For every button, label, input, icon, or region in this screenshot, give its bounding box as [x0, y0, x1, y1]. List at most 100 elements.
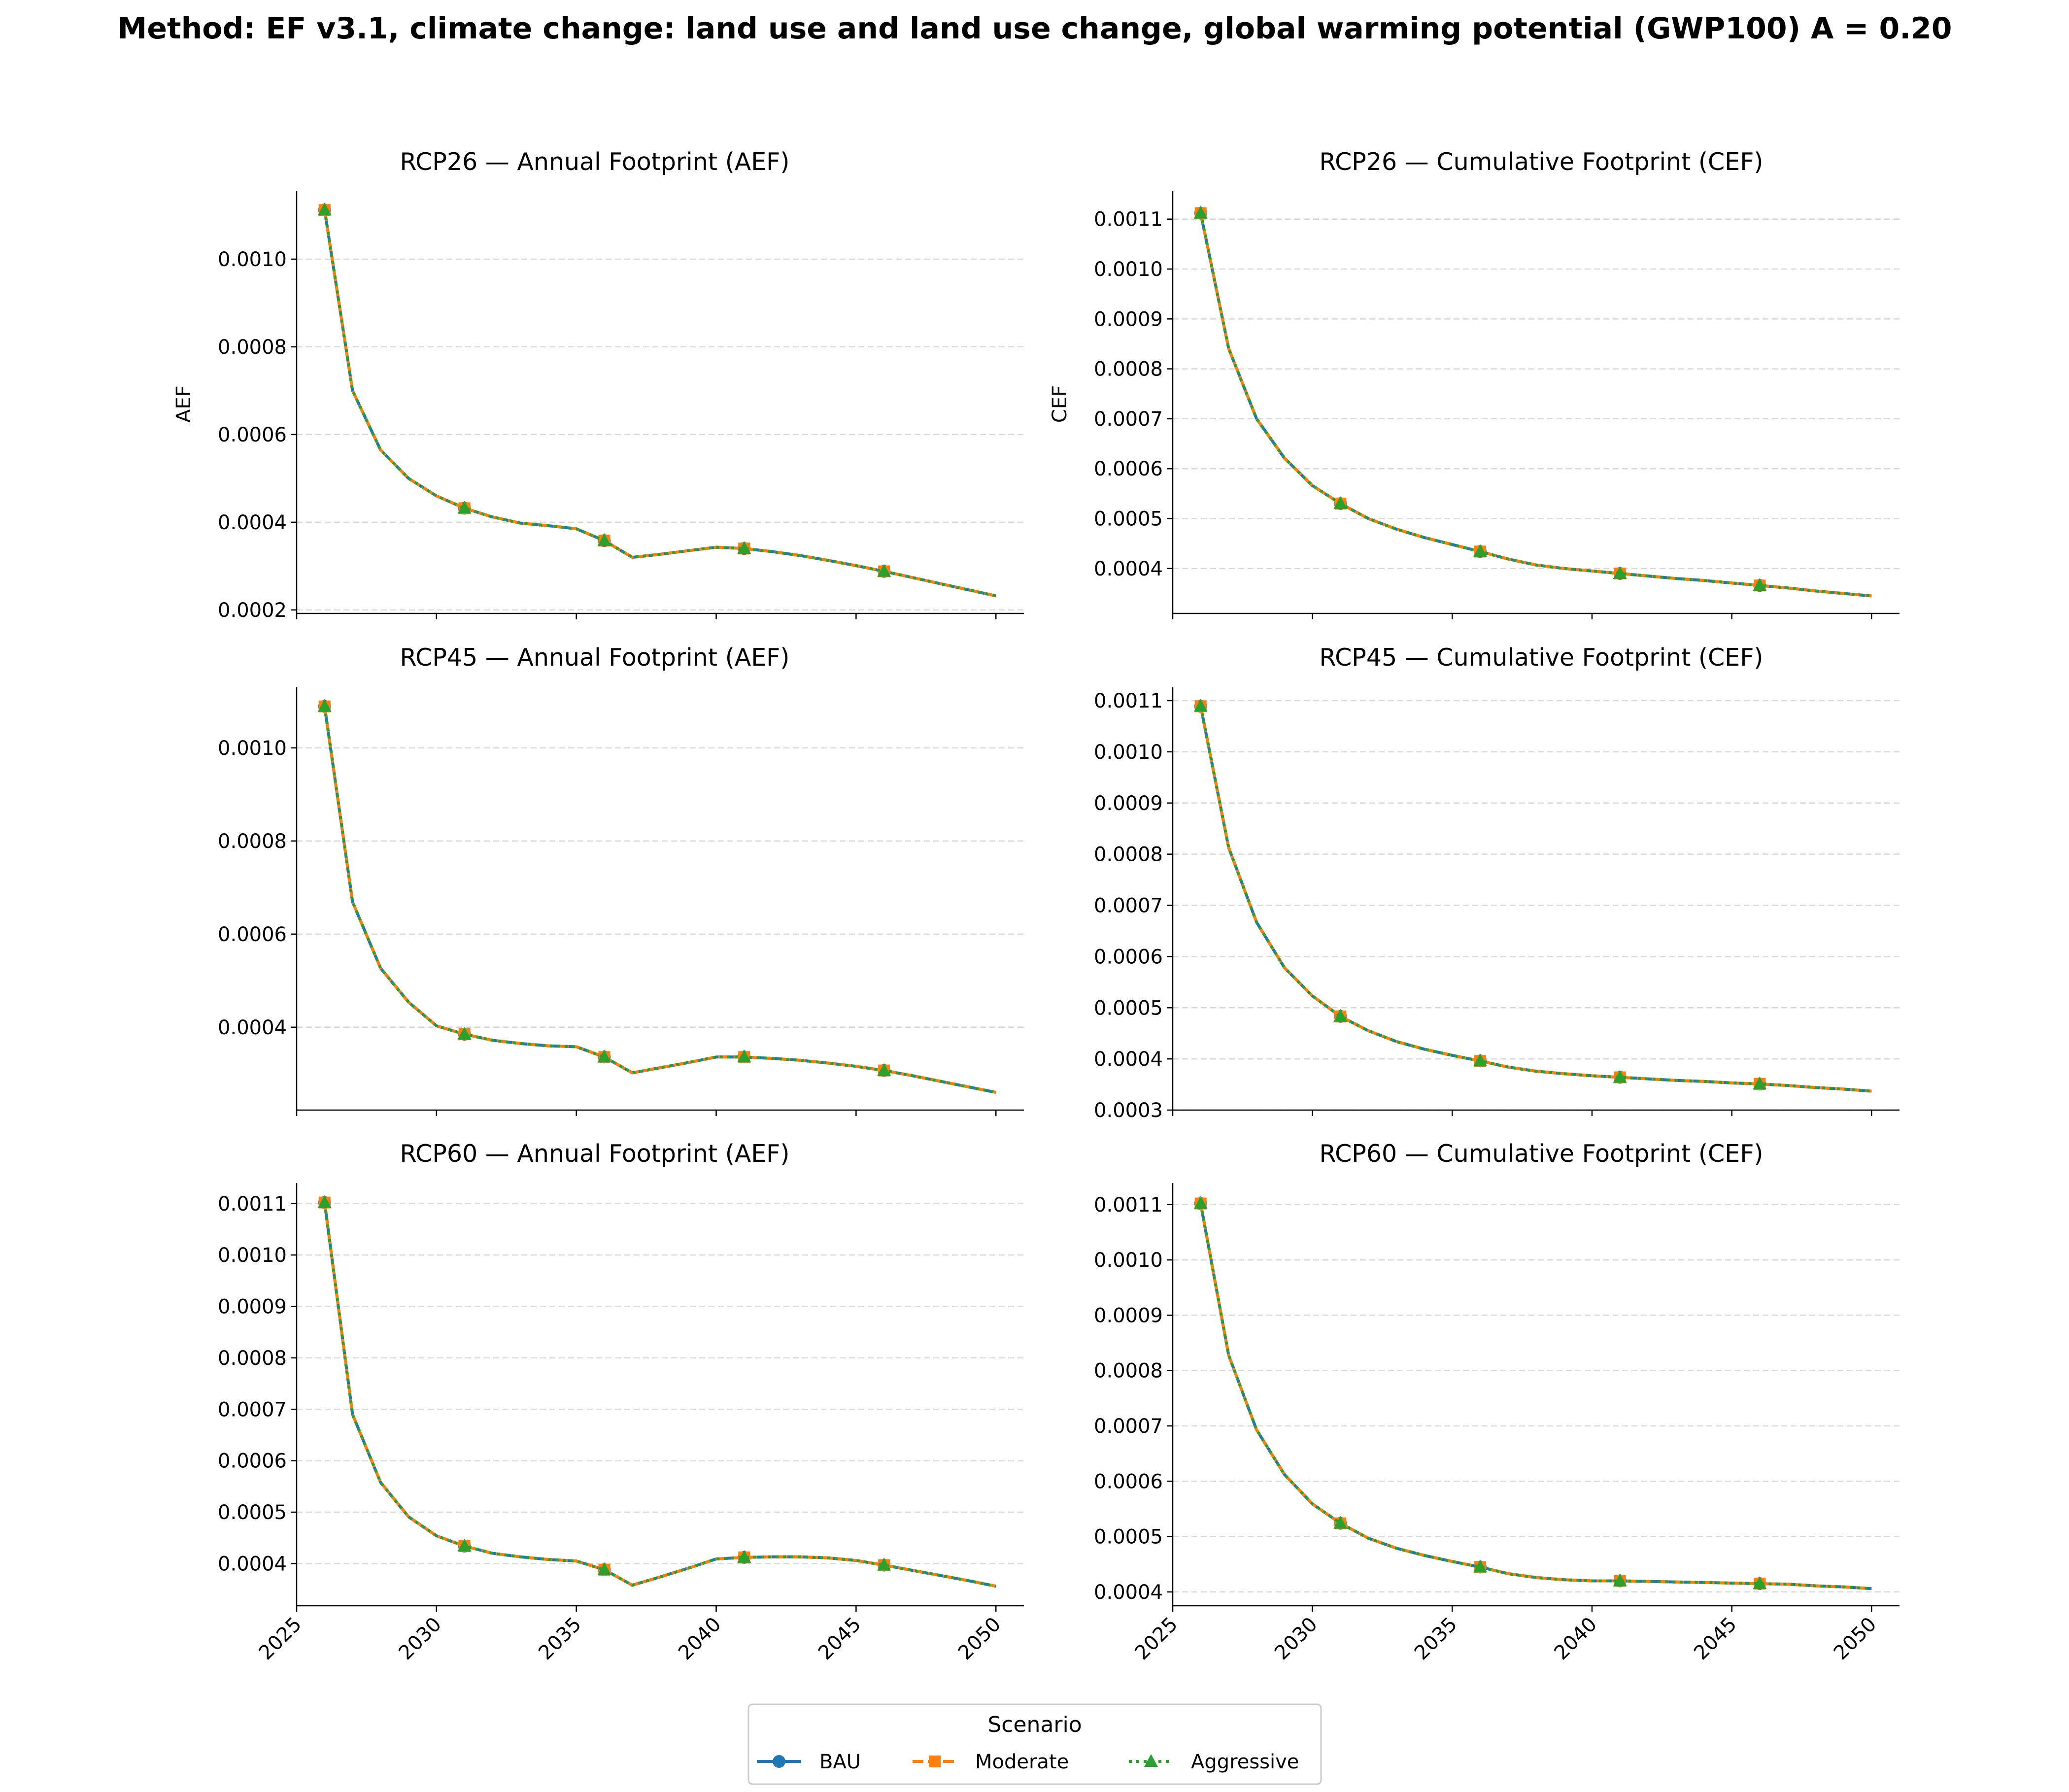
data-point-aggressive — [597, 1562, 611, 1575]
y-tick-label: 0.0007 — [1094, 408, 1163, 431]
plot-area: 0.0002 0.0004 0.0006 0.0008 0.0010 — [218, 191, 1024, 622]
y-tick-label: 0.0010 — [1094, 1249, 1163, 1272]
y-tick-label: 0.0009 — [1094, 308, 1163, 331]
series-line-aggressive — [1199, 706, 1872, 1093]
series-line-bau — [1199, 212, 1872, 598]
y-tick-label: 0.0005 — [1094, 1526, 1163, 1549]
legend-label-moderate: Moderate — [975, 1751, 1069, 1773]
y-tick-label: 0.0004 — [1094, 1581, 1163, 1604]
data-point-aggressive — [1753, 1077, 1767, 1090]
legend-entry-aggressive: Aggressive — [1129, 1751, 1299, 1773]
x-tick-label: 2030 — [1270, 1613, 1322, 1665]
x-tick-label: 2040 — [1550, 1613, 1602, 1665]
y-tick-label: 0.0006 — [1094, 946, 1163, 968]
series-line-bau — [323, 209, 996, 598]
data-point-aggressive — [1473, 1053, 1488, 1067]
y-tick-label: 0.0003 — [1094, 1099, 1163, 1122]
y-tick-label: 0.0008 — [1094, 844, 1163, 866]
x-tick-label: 2035 — [1410, 1613, 1462, 1665]
data-point-aggressive — [1333, 496, 1348, 509]
y-tick-label: 0.0008 — [1094, 1360, 1163, 1383]
data-point-aggressive — [1333, 1009, 1348, 1022]
y-tick-label: 0.0008 — [218, 336, 287, 359]
x-tick-label: 2040 — [674, 1613, 726, 1665]
series-line-moderate — [1199, 212, 1872, 598]
data-point-aggressive — [457, 501, 472, 514]
y-tick-label: 0.0004 — [218, 511, 287, 534]
series-line-moderate — [323, 706, 996, 1094]
legend-frame — [747, 1703, 1322, 1785]
data-point-aggressive — [737, 1550, 751, 1563]
plot-area: 0.0004 0.0005 0.0006 0.0007 0.0008 0.0009 0.00… — [218, 1183, 1024, 1664]
series-line-aggressive — [1199, 1203, 1872, 1590]
chart-title: RCP60 — Annual Footprint (AEF) — [400, 1140, 790, 1168]
series-line-aggressive — [323, 209, 996, 598]
data-point-aggressive — [317, 699, 332, 712]
series-line-bau — [1199, 1203, 1872, 1590]
y-tick-label: 0.0010 — [218, 737, 287, 760]
chart-rcp60-aef: RCP60 — Annual Footprint (AEF) 0.00040.0… — [218, 1140, 1024, 1664]
legend: Scenario BAU Moderate Aggressive — [747, 1703, 1322, 1785]
series-line-bau — [323, 706, 996, 1094]
y-tick-label: 0.0010 — [218, 248, 287, 271]
x-tick-label: 2050 — [954, 1613, 1006, 1665]
y-tick-label: 0.0009 — [218, 1296, 287, 1319]
chart-rcp45-cef: RCP45 — Cumulative Footprint (CEF) 0.000… — [1094, 643, 1899, 1122]
y-tick-label: 0.0007 — [1094, 1415, 1163, 1438]
chart-title: RCP60 — Cumulative Footprint (CEF) — [1319, 1140, 1763, 1168]
series-line-aggressive — [323, 706, 996, 1094]
data-point-aggressive — [1333, 1516, 1348, 1529]
y-axis-label: CEF — [1049, 385, 1071, 423]
series-line-moderate — [1199, 1203, 1872, 1590]
plot-area: 0.0004 0.0006 0.0008 0.0010 — [218, 687, 1024, 1116]
data-point-aggressive — [877, 1557, 891, 1571]
y-tick-label: 0.0002 — [218, 599, 287, 622]
x-tick-label: 2025 — [1131, 1613, 1183, 1665]
x-tick-label: 2025 — [255, 1613, 306, 1665]
series-line-moderate — [323, 1202, 996, 1588]
legend-marker-aggressive — [1144, 1754, 1158, 1767]
data-point-aggressive — [737, 541, 751, 554]
plot-area: 0.0003 0.0004 0.0005 0.0006 0.0007 0.0008 0.00… — [1094, 687, 1899, 1122]
y-tick-label: 0.0004 — [1094, 558, 1163, 580]
figure-title: Method: EF v3.1, climate change: land us… — [118, 11, 1952, 46]
legend-entry-moderate: Moderate — [913, 1751, 1069, 1773]
data-point-aggressive — [1613, 566, 1627, 579]
chart-title: RCP26 — Cumulative Footprint (CEF) — [1319, 148, 1763, 176]
chart-title: RCP45 — Annual Footprint (AEF) — [400, 643, 790, 672]
y-tick-label: 0.0011 — [218, 1193, 287, 1216]
chart-rcp26-cef: RCP26 — Cumulative Footprint (CEF) CEF 0… — [1049, 148, 1899, 619]
series-line-moderate — [323, 209, 996, 598]
chart-title: RCP26 — Annual Footprint (AEF) — [400, 148, 790, 176]
y-tick-label: 0.0006 — [218, 424, 287, 446]
data-point-aggressive — [877, 564, 891, 577]
x-tick-label: 2045 — [814, 1613, 866, 1665]
y-tick-label: 0.0009 — [1094, 792, 1163, 815]
series-line-aggressive — [323, 1202, 996, 1588]
x-tick-label: 2050 — [1830, 1613, 1881, 1665]
data-point-aggressive — [1473, 1559, 1488, 1573]
y-tick-label: 0.0011 — [1094, 690, 1163, 712]
y-tick-label: 0.0010 — [1094, 258, 1163, 281]
series-line-bau — [1199, 706, 1872, 1093]
data-point-aggressive — [1613, 1573, 1627, 1587]
legend-label-bau: BAU — [819, 1751, 861, 1773]
legend-label-aggressive: Aggressive — [1191, 1751, 1299, 1773]
legend-marker-moderate — [929, 1756, 941, 1767]
data-point-aggressive — [737, 1049, 751, 1063]
data-point-aggressive — [1193, 205, 1208, 219]
y-tick-label: 0.0007 — [218, 1398, 287, 1421]
data-point-aggressive — [317, 1195, 332, 1208]
legend-title: Scenario — [987, 1712, 1082, 1737]
series-line-moderate — [1199, 706, 1872, 1093]
data-point-aggressive — [1193, 1196, 1208, 1209]
data-point-aggressive — [877, 1063, 891, 1076]
y-tick-label: 0.0006 — [1094, 458, 1163, 480]
y-tick-label: 0.0011 — [1094, 208, 1163, 231]
data-point-aggressive — [457, 1538, 472, 1552]
y-axis-label: AEF — [172, 385, 195, 423]
chart-rcp26-aef: RCP26 — Annual Footprint (AEF) AEF 0.000… — [172, 148, 1024, 622]
y-tick-label: 0.0008 — [1094, 358, 1163, 381]
y-tick-label: 0.0009 — [1094, 1304, 1163, 1327]
